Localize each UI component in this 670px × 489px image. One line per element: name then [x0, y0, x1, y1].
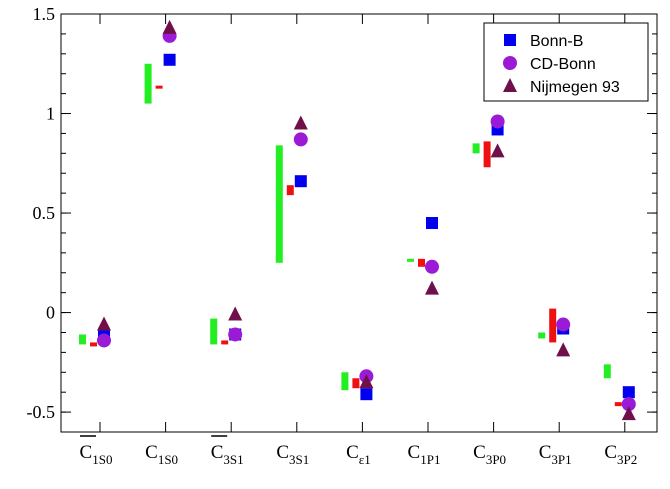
marker-square-c3s1 [294, 175, 307, 188]
x-tick-label-c1s0: C1S0 [145, 442, 178, 467]
red-range-c3p2 [614, 402, 622, 407]
legend-label: CD-Bonn [530, 56, 596, 73]
y-tick-label: 1.5 [33, 4, 56, 24]
green-range-c3p2 [603, 364, 611, 379]
marker-square-ceps1 [360, 388, 373, 401]
x-tick-label-ceps1: Cε1 [346, 442, 371, 467]
marker-triangle-c1p1 [425, 280, 439, 295]
data-markers [97, 19, 636, 421]
green-range-c3p0 [472, 143, 480, 154]
marker-circle-c3p2 [621, 397, 636, 412]
green-range-c1s0 [144, 63, 152, 104]
x-tick-label-c3s1bar: C3S1 [211, 442, 244, 467]
marker-triangle-c3s1bar [228, 306, 243, 321]
red-range-c3s1bar [221, 340, 229, 345]
legend: Bonn-B CD-Bonn Nijmegen 93 [483, 22, 649, 102]
green-range-c1p1 [407, 258, 414, 262]
x-tick-label-c1p1: C1P1 [408, 442, 441, 467]
y-tick-label: -0.5 [27, 402, 56, 422]
y-tick-label: 0 [46, 303, 55, 323]
legend-marker-triangle [503, 78, 517, 92]
legend-label: Bonn-B [530, 33, 583, 50]
green-range-c3s1 [275, 145, 283, 263]
y-axis: -0.5 0 0.5 1 1.5 [27, 4, 657, 422]
marker-circle-c1p1 [425, 259, 439, 274]
marker-triangle-c1s0 [162, 19, 177, 34]
marker-triangle-c1s0bar [97, 316, 111, 331]
marker-square-c3p2 [622, 386, 635, 399]
red-range-c3p1 [549, 308, 557, 343]
x-tick-label-c3p1: C3P1 [539, 442, 572, 467]
red-range-c1p1 [418, 258, 425, 267]
legend-label: Nijmegen 93 [530, 79, 620, 96]
marker-circle-c3s1 [293, 132, 308, 147]
marker-circle-c3p0 [490, 114, 505, 129]
x-tick-label-c3p0: C3P0 [473, 442, 506, 467]
marker-square-c1s0 [163, 53, 176, 66]
marker-circle-c3s1bar [228, 327, 243, 342]
plot-frame [60, 13, 658, 433]
range-bars [79, 63, 622, 407]
red-range-c1s0bar [90, 342, 97, 347]
x-tick-label-c3s1: C3S1 [276, 442, 309, 467]
marker-circle-c1s0bar [97, 333, 111, 348]
legend-marker-square [504, 34, 516, 46]
y-tick-label: 1 [46, 104, 55, 124]
red-range-c1s0 [155, 85, 163, 89]
red-range-c3s1 [286, 185, 294, 196]
green-range-c3s1bar [210, 318, 218, 345]
marker-triangle-c3s1 [293, 115, 308, 130]
marker-triangle-ceps1 [359, 374, 374, 389]
green-range-ceps1 [341, 372, 349, 391]
x-tick-label-c3p2: C3P2 [604, 442, 637, 467]
marker-triangle-c3p2 [621, 406, 636, 421]
red-range-ceps1 [352, 378, 360, 389]
marker-triangle-c3p0 [490, 143, 505, 158]
legend-marker-circle [503, 56, 517, 70]
red-range-c3p0 [483, 141, 491, 168]
marker-triangle-c3p1 [556, 342, 571, 357]
marker-square-c1p1 [426, 217, 438, 229]
green-range-c3p1 [538, 332, 546, 339]
x-tick-label-c1s0bar: C1S0 [80, 442, 113, 467]
marker-circle-c3p1 [556, 317, 571, 332]
y-tick-label: 0.5 [33, 203, 56, 223]
green-range-c1s0bar [79, 334, 86, 345]
x-axis: C1S0 C1S0 C3S1 C3S1 Cε1 C1P1 C3P0 C3P1 C3P2 [80, 14, 637, 467]
